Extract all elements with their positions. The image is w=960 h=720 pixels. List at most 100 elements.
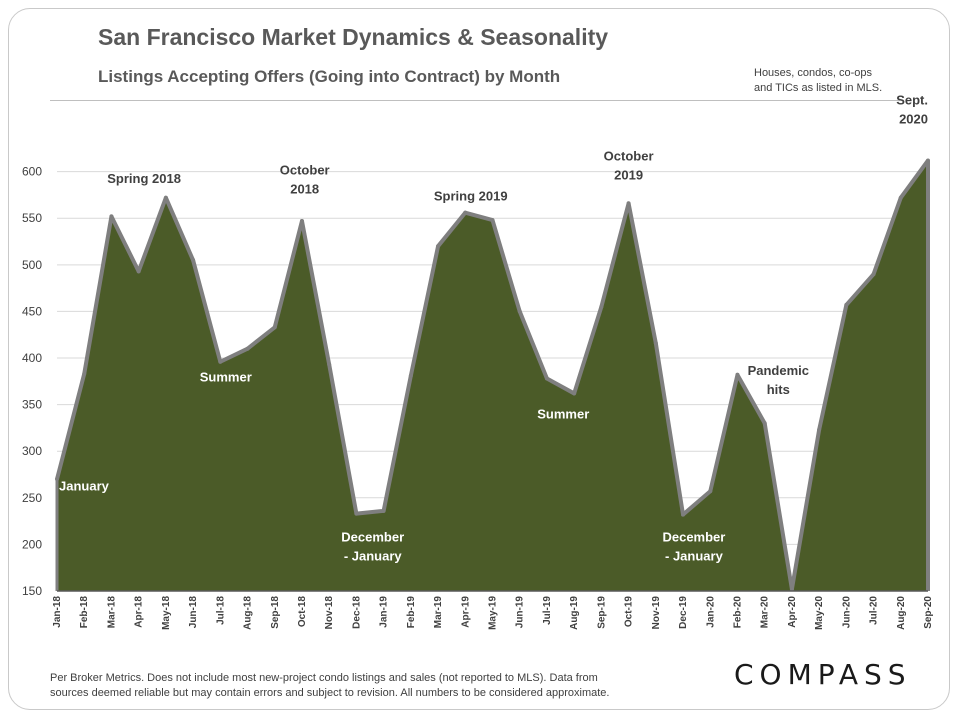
data-point-sep-20: [926, 158, 930, 163]
y-tick-label: 450: [22, 304, 42, 318]
data-scope-note: Houses, condos, co-ops and TICs as liste…: [754, 66, 934, 96]
y-tick-label: 250: [22, 491, 42, 505]
x-tick-label: Apr-20: [787, 596, 798, 628]
compass-logo: COMPASS: [734, 658, 912, 691]
data-point-dec-19: [681, 512, 686, 517]
data-point-aug-19: [572, 391, 577, 396]
x-tick-label: May-18: [161, 596, 172, 630]
data-point-oct-19: [626, 201, 631, 206]
annotation-label: October 2019: [604, 148, 654, 182]
data-point-aug-18: [245, 346, 250, 351]
x-tick-label: May-19: [488, 596, 499, 630]
x-tick-label: Jun-20: [841, 596, 852, 629]
annotation-line: October: [604, 148, 654, 163]
data-point-may-19: [490, 218, 495, 223]
x-tick-label: Mar-19: [433, 596, 444, 629]
annotation-line: December: [341, 530, 404, 545]
x-tick-label: Sep-18: [270, 596, 281, 629]
x-axis: Jan-18 Feb-18 Mar-18 Apr-18 May-18 Jun-18 Jul-…: [52, 590, 934, 630]
annotation-line: Summer: [200, 369, 252, 384]
x-tick-label: Aug-19: [569, 596, 580, 630]
x-tick-label: Jul-18: [215, 596, 226, 625]
y-tick-label: 200: [22, 537, 42, 551]
annotation-label: December - January: [662, 530, 725, 564]
data-point-jan-20: [708, 489, 713, 494]
annotation-line: Sept.: [896, 93, 928, 108]
x-tick-label: Aug-18: [243, 596, 254, 630]
data-point-jun-19: [517, 309, 522, 314]
x-tick-label: Aug-20: [896, 596, 907, 630]
y-tick-label: 300: [22, 444, 42, 458]
x-tick-label: Nov-19: [651, 596, 662, 630]
y-tick-label: 150: [22, 584, 42, 598]
x-tick-label: Jan-18: [52, 596, 63, 628]
annotation-line: 2019: [614, 167, 643, 182]
data-point-may-18: [163, 195, 168, 200]
x-tick-label: Jan-20: [705, 596, 716, 628]
area-fill: [57, 160, 928, 591]
x-tick-label: Dec-18: [351, 596, 362, 629]
annotation-label: Pandemic hits: [748, 363, 809, 397]
x-tick-label: Sep-19: [596, 596, 607, 629]
data-point-jan-19: [381, 508, 386, 513]
data-point-feb-20: [735, 372, 740, 377]
x-tick-label: Oct-18: [297, 596, 308, 628]
data-point-sep-18: [272, 325, 277, 330]
data-point-may-20: [817, 427, 822, 432]
x-tick-label: Feb-19: [406, 596, 417, 629]
x-tick-label: Apr-18: [134, 596, 145, 628]
note-line-1: Houses, condos, co-ops: [754, 67, 873, 79]
annotation-line: Spring 2019: [434, 189, 508, 204]
y-tick-label: 500: [22, 258, 42, 272]
x-tick-label: Oct-19: [624, 596, 635, 628]
data-point-oct-18: [299, 219, 304, 224]
data-point-apr-18: [136, 269, 141, 274]
annotation-line: - January: [665, 549, 724, 564]
source-footnote: Per Broker Metrics. Does not include mos…: [50, 671, 730, 701]
footnote-line-2: sources deemed reliable but may contain …: [50, 687, 610, 699]
annotation-label: Summer: [537, 407, 589, 422]
y-tick-label: 350: [22, 398, 42, 412]
note-line-2: and TICs as listed in MLS.: [754, 82, 883, 94]
data-point-dec-18: [354, 511, 359, 516]
x-tick-label: Mar-20: [760, 596, 771, 629]
x-tick-label: Jun-19: [515, 596, 526, 629]
data-point-mar-20: [762, 421, 767, 426]
y-tick-label: 550: [22, 211, 42, 225]
x-tick-label: Apr-19: [460, 596, 471, 628]
annotation-line: 2018: [290, 181, 319, 196]
x-tick-label: May-20: [814, 596, 825, 630]
annotation-line: January: [59, 478, 110, 493]
annotation-label: December - January: [341, 530, 404, 564]
chart-annotations: January Spring 2018 Summer October 2018 Decem…: [59, 93, 928, 564]
y-axis: 150 200 250 300 350 400 450 500 550 600: [22, 165, 42, 598]
x-tick-label: Mar-18: [106, 596, 117, 629]
y-tick-label: 400: [22, 351, 42, 365]
x-tick-label: Dec-19: [678, 596, 689, 629]
annotation-line: December: [662, 530, 725, 545]
data-point-aug-20: [898, 195, 903, 200]
data-point-mar-18: [109, 214, 114, 219]
annotation-line: 2020: [899, 112, 928, 127]
data-point-jun-18: [191, 258, 196, 263]
data-point-apr-20: [789, 587, 794, 592]
x-tick-label: Nov-18: [324, 596, 335, 630]
data-point-feb-19: [408, 373, 413, 378]
annotation-label: Sept. 2020: [896, 93, 928, 127]
annotation-line: October: [280, 162, 330, 177]
chart-series: [55, 158, 930, 592]
annotation-label: Spring 2019: [434, 189, 508, 204]
title-divider: [50, 100, 900, 101]
page-title: San Francisco Market Dynamics & Seasonal…: [98, 24, 609, 50]
data-point-sep-19: [599, 304, 604, 309]
data-point-jul-19: [544, 376, 549, 381]
annotation-label: January: [59, 478, 110, 493]
x-tick-label: Feb-20: [732, 596, 743, 629]
x-tick-label: Jul-19: [542, 596, 553, 625]
data-point-mar-19: [436, 244, 441, 249]
chart-subtitle: Listings Accepting Offers (Going into Co…: [98, 67, 561, 86]
y-tick-label: 600: [22, 165, 42, 179]
data-point-feb-18: [82, 371, 87, 376]
annotation-label: Summer: [200, 369, 252, 384]
